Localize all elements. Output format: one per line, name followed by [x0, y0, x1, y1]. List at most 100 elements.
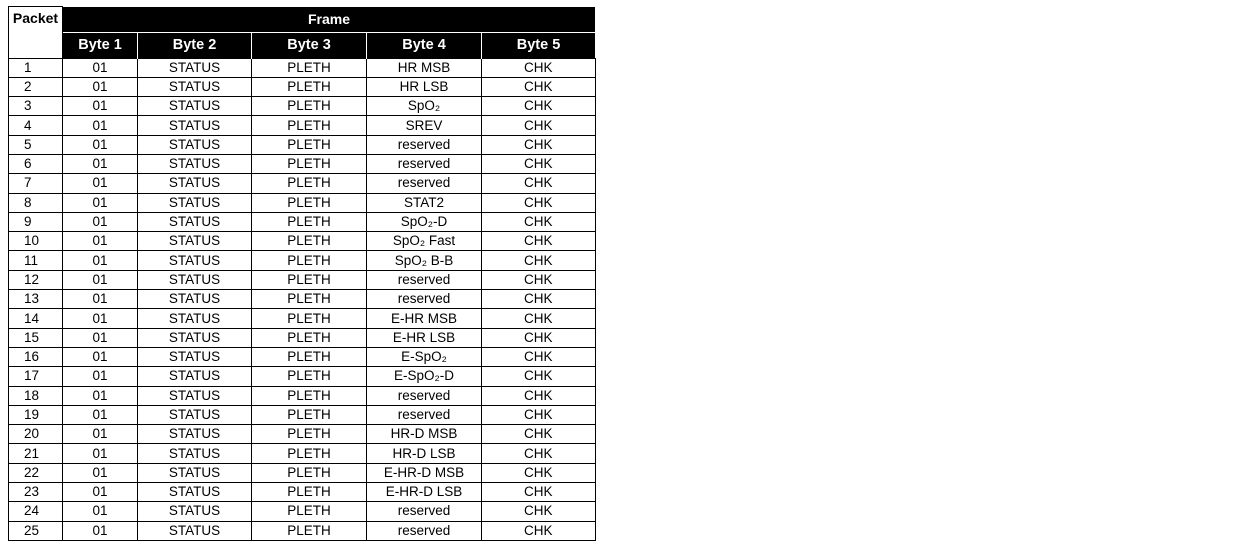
byte-1-cell: 01	[62, 366, 138, 387]
header-frame: Frame	[62, 6, 595, 33]
byte-4-cell: HR-D MSB	[366, 424, 482, 445]
byte-3-cell: PLETH	[251, 115, 367, 136]
table-row: 25 01 STATUS PLETH reserved CHK	[8, 520, 596, 541]
byte-3-cell: PLETH	[251, 96, 367, 117]
byte-1-cell: 01	[62, 76, 138, 98]
byte-1-cell: 01	[62, 134, 138, 155]
byte-1-cell: 01	[62, 57, 138, 78]
byte-4-cell: E-HR MSB	[366, 308, 482, 329]
byte-3-cell: PLETH	[251, 173, 367, 194]
byte-5-cell: CHK	[481, 250, 596, 271]
byte-5-cell: CHK	[481, 443, 596, 464]
header-byte-4: Byte 4	[366, 32, 482, 58]
packet-number: 25	[8, 520, 63, 541]
table-row: 15 01 STATUS PLETH E-HR LSB CHK	[8, 327, 596, 348]
packet-number: 7	[8, 173, 63, 194]
byte-1-cell: 01	[62, 250, 138, 271]
byte-1-cell: 01	[62, 173, 138, 194]
byte-3-cell: PLETH	[251, 231, 367, 252]
packet-number: 13	[8, 289, 63, 310]
byte-2-cell: STATUS	[137, 250, 252, 271]
byte-5-cell: CHK	[481, 211, 596, 233]
byte-5-cell: CHK	[481, 289, 596, 310]
table-row: 6 01 STATUS PLETH reserved CHK	[8, 153, 596, 175]
packet-number: 3	[8, 96, 63, 117]
byte-2-cell: STATUS	[137, 308, 252, 329]
byte-3-cell: PLETH	[251, 327, 367, 348]
byte-1-cell: 01	[62, 289, 138, 310]
byte-3-cell: PLETH	[251, 520, 367, 541]
packet-number: 14	[8, 308, 63, 329]
byte-2-cell: STATUS	[137, 501, 252, 522]
header-byte-2: Byte 2	[137, 32, 252, 58]
byte-2-cell: STATUS	[137, 57, 252, 78]
byte-2-cell: STATUS	[137, 462, 252, 484]
byte-4-cell: SpO₂	[366, 96, 482, 117]
byte-5-cell: CHK	[481, 424, 596, 445]
packet-number: 8	[8, 192, 63, 213]
packet-number: 12	[8, 269, 63, 291]
byte-2-cell: STATUS	[137, 327, 252, 348]
table-row: 9 01 STATUS PLETH SpO₂-D CHK	[8, 211, 596, 233]
byte-1-cell: 01	[62, 308, 138, 329]
packet-number: 5	[8, 134, 63, 155]
packet-number: 21	[8, 443, 63, 464]
byte-3-cell: PLETH	[251, 134, 367, 155]
byte-2-cell: STATUS	[137, 211, 252, 233]
byte-2-cell: STATUS	[137, 424, 252, 445]
byte-3-cell: PLETH	[251, 366, 367, 387]
byte-5-cell: CHK	[481, 153, 596, 175]
byte-3-cell: PLETH	[251, 76, 367, 98]
byte-5-cell: CHK	[481, 482, 596, 503]
byte-4-cell: reserved	[366, 153, 482, 175]
byte-3-cell: PLETH	[251, 462, 367, 484]
byte-5-cell: CHK	[481, 231, 596, 252]
packet-number: 1	[8, 57, 63, 78]
byte-3-cell: PLETH	[251, 385, 367, 406]
byte-4-cell: HR MSB	[366, 57, 482, 78]
byte-5-cell: CHK	[481, 173, 596, 194]
packet-number: 19	[8, 404, 63, 426]
byte-2-cell: STATUS	[137, 289, 252, 310]
packet-number: 4	[8, 115, 63, 136]
byte-5-cell: CHK	[481, 57, 596, 78]
table-body: 1 01 STATUS PLETH HR MSB CHK 2 01 STATUS PLETH HR …	[8, 57, 596, 541]
byte-1-cell: 01	[62, 96, 138, 117]
byte-4-cell: E-SpO₂-D	[366, 366, 482, 387]
byte-3-cell: PLETH	[251, 211, 367, 233]
byte-4-cell: reserved	[366, 385, 482, 406]
byte-3-cell: PLETH	[251, 482, 367, 503]
packet-number: 2	[8, 76, 63, 98]
byte-4-cell: SpO₂-D	[366, 211, 482, 233]
header-byte-3: Byte 3	[251, 32, 367, 58]
byte-2-cell: STATUS	[137, 96, 252, 117]
table-row: 14 01 STATUS PLETH E-HR MSB CHK	[8, 308, 596, 329]
byte-1-cell: 01	[62, 404, 138, 426]
byte-1-cell: 01	[62, 269, 138, 291]
byte-3-cell: PLETH	[251, 308, 367, 329]
byte-4-cell: HR LSB	[366, 76, 482, 98]
byte-3-cell: PLETH	[251, 424, 367, 445]
byte-2-cell: STATUS	[137, 482, 252, 503]
table-row: 16 01 STATUS PLETH E-SpO₂ CHK	[8, 346, 596, 368]
byte-4-cell: reserved	[366, 134, 482, 155]
byte-1-cell: 01	[62, 385, 138, 406]
byte-5-cell: CHK	[481, 462, 596, 484]
packet-number: 17	[8, 366, 63, 387]
byte-3-cell: PLETH	[251, 501, 367, 522]
byte-4-cell: SpO₂ Fast	[366, 231, 482, 252]
byte-5-cell: CHK	[481, 308, 596, 329]
byte-3-cell: PLETH	[251, 404, 367, 426]
byte-2-cell: STATUS	[137, 443, 252, 464]
byte-2-cell: STATUS	[137, 269, 252, 291]
table-row: 11 01 STATUS PLETH SpO₂ B-B CHK	[8, 250, 596, 271]
byte-2-cell: STATUS	[137, 385, 252, 406]
byte-2-cell: STATUS	[137, 115, 252, 136]
byte-5-cell: CHK	[481, 192, 596, 213]
byte-3-cell: PLETH	[251, 57, 367, 78]
byte-5-cell: CHK	[481, 115, 596, 136]
byte-4-cell: reserved	[366, 501, 482, 522]
byte-5-cell: CHK	[481, 96, 596, 117]
table-row: 10 01 STATUS PLETH SpO₂ Fast CHK	[8, 231, 596, 252]
table-row: 20 01 STATUS PLETH HR-D MSB CHK	[8, 424, 596, 445]
